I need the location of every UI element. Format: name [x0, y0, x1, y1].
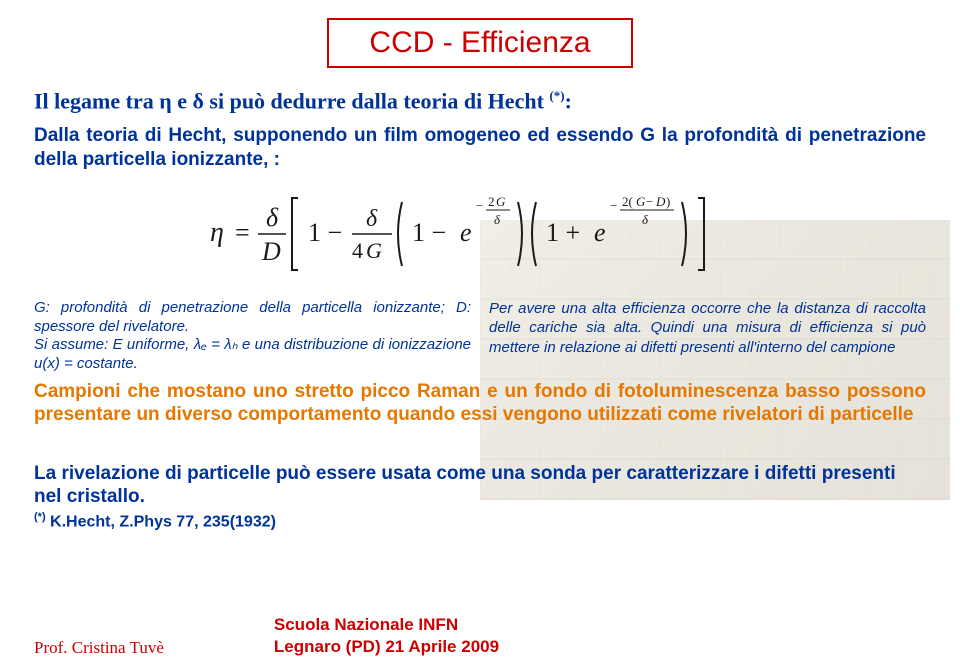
svg-text:1 +: 1 +: [546, 218, 580, 247]
svg-text:e: e: [460, 218, 472, 247]
svg-text:e: e: [594, 218, 606, 247]
svg-text:1 −: 1 −: [412, 218, 446, 247]
svg-text:G: G: [496, 194, 506, 209]
svg-text:δ: δ: [366, 206, 378, 232]
slide-footer: Prof. Cristina Tuvè Scuola Nazionale INF…: [34, 614, 926, 658]
svg-text:η: η: [210, 217, 224, 248]
svg-text:−: −: [610, 198, 617, 213]
svg-text:G: G: [636, 194, 646, 209]
hecht-formula: η = δ D 1 − δ 4G 1 − e − 2G: [34, 186, 926, 283]
intro-heading: Il legame tra η e δ si può dedurre dalla…: [34, 88, 926, 114]
efficiency-note-column: Per avere una alta efficienza occorre ch…: [489, 299, 926, 374]
defs-line1: G: profondità di penetrazione della part…: [34, 299, 471, 337]
svg-text:−: −: [646, 194, 653, 209]
ref-sup: (*): [34, 511, 46, 523]
ref-text: K.Hecht, Z.Phys 77, 235(1932): [46, 513, 276, 530]
svg-text:2: 2: [488, 194, 495, 209]
two-column-notes: G: profondità di penetrazione della part…: [34, 299, 926, 374]
author-name: Prof. Cristina Tuvè: [34, 638, 164, 658]
defs-line2: Si assume: E uniforme, λₑ = λₕ e una dis…: [34, 336, 471, 374]
svg-text:2(: 2(: [622, 194, 633, 209]
hecht-theory-paragraph: Dalla teoria di Hecht, supponendo un fil…: [34, 124, 926, 172]
definitions-column: G: profondità di penetrazione della part…: [34, 299, 471, 374]
svg-text:=: =: [235, 218, 250, 247]
title-container: CCD - Efficienza: [34, 18, 926, 68]
slide-title: CCD - Efficienza: [327, 18, 632, 68]
svg-text:G: G: [366, 238, 382, 263]
svg-text:δ: δ: [494, 212, 501, 227]
venue-line1: Scuola Nazionale INFN: [274, 614, 499, 636]
intro-sup: (*): [549, 88, 564, 103]
venue-info: Scuola Nazionale INFN Legnaro (PD) 21 Ap…: [274, 614, 499, 658]
intro-suffix: :: [565, 88, 572, 113]
slide-content: CCD - Efficienza Il legame tra η e δ si …: [0, 0, 960, 531]
svg-text:−: −: [476, 198, 483, 213]
svg-text:1 −: 1 −: [308, 218, 342, 247]
reference-citation: (*) K.Hecht, Z.Phys 77, 235(1932): [34, 511, 926, 531]
svg-text:4: 4: [352, 238, 363, 263]
conclusion-text: La rivelazione di particelle può essere …: [34, 462, 926, 508]
venue-line2: Legnaro (PD) 21 Aprile 2009: [274, 636, 499, 658]
intro-prefix: Il legame tra η e δ si può dedurre dalla…: [34, 88, 549, 113]
svg-text:δ: δ: [266, 203, 279, 232]
svg-text:δ: δ: [642, 212, 649, 227]
svg-text:D: D: [261, 237, 281, 266]
conclusion-block: La rivelazione di particelle può essere …: [34, 462, 926, 531]
raman-paragraph: Campioni che mostano uno stretto picco R…: [34, 380, 926, 426]
svg-text:D: D: [655, 194, 666, 209]
svg-text:): ): [666, 194, 670, 209]
